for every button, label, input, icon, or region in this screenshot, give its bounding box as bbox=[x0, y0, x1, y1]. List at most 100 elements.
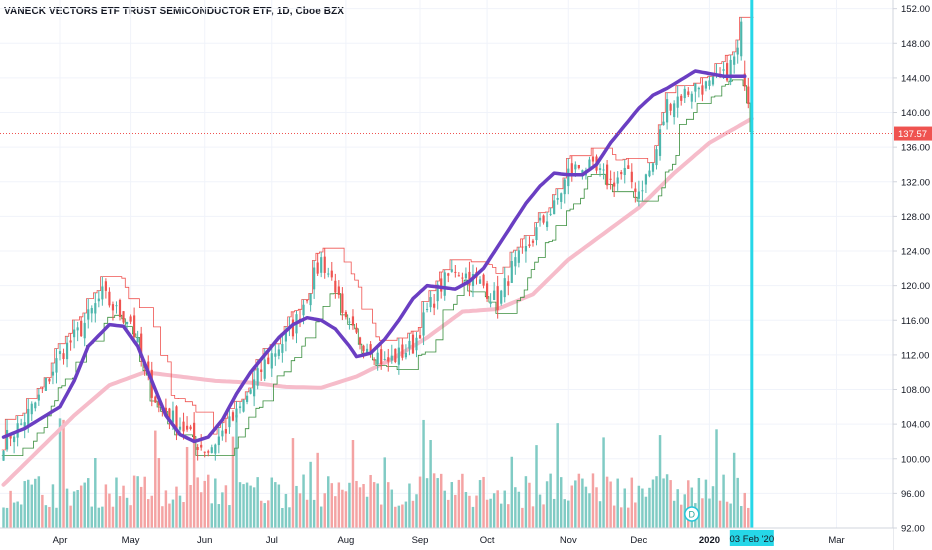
volume-bar bbox=[157, 458, 161, 528]
volume-bar bbox=[108, 493, 111, 528]
volume-bar bbox=[228, 505, 231, 528]
candle-body bbox=[327, 273, 330, 275]
candle-body bbox=[196, 447, 199, 450]
candle-body bbox=[531, 240, 535, 243]
volume-bar bbox=[570, 485, 574, 528]
candle-body bbox=[122, 311, 125, 323]
volume-bar bbox=[612, 505, 616, 528]
candle-body bbox=[101, 286, 104, 300]
volume-bar bbox=[337, 482, 341, 528]
candle-body bbox=[436, 284, 439, 302]
candle-body bbox=[411, 334, 415, 354]
volume-bar bbox=[256, 477, 259, 528]
volume-bar bbox=[648, 487, 651, 528]
volume-bar bbox=[591, 473, 595, 528]
candle-body bbox=[648, 170, 651, 177]
candle-body bbox=[454, 271, 457, 273]
volume-bar bbox=[65, 488, 69, 528]
volume-bar bbox=[609, 481, 612, 528]
volume-bar bbox=[556, 423, 559, 528]
candle-body bbox=[450, 269, 453, 272]
candle-body bbox=[140, 333, 143, 359]
volume-bar bbox=[404, 501, 408, 528]
candle-body bbox=[238, 406, 242, 408]
y-tick-label: 124.00 bbox=[901, 247, 930, 258]
volume-bar bbox=[259, 500, 263, 528]
candle-body bbox=[606, 164, 609, 186]
candle-body bbox=[623, 167, 626, 175]
volume-bar bbox=[19, 504, 23, 528]
candle-body bbox=[249, 389, 252, 394]
candle-body bbox=[168, 408, 171, 422]
candle-body bbox=[217, 436, 220, 446]
volume-bar bbox=[196, 477, 199, 528]
candle-body bbox=[270, 353, 273, 369]
chart-title: VANECK VECTORS ETF TRUST SEMICONDUCTOR E… bbox=[4, 6, 345, 17]
y-tick-label: 100.00 bbox=[901, 454, 930, 465]
volume-bar bbox=[485, 499, 489, 528]
candle-body bbox=[154, 396, 157, 403]
candle-body bbox=[5, 429, 9, 450]
candle-body bbox=[178, 426, 182, 430]
volume-bar bbox=[242, 484, 245, 528]
candle-body bbox=[2, 450, 5, 461]
candle-body bbox=[415, 337, 418, 351]
volume-bar bbox=[672, 500, 676, 528]
volume-bar bbox=[217, 504, 221, 528]
volume-bar bbox=[323, 493, 326, 528]
candle-body bbox=[171, 410, 175, 423]
candle-body bbox=[245, 395, 249, 402]
volume-bar bbox=[319, 506, 323, 528]
candle-body bbox=[500, 290, 503, 304]
x-tick-label: Apr bbox=[53, 535, 68, 546]
volume-bar bbox=[577, 473, 581, 528]
candle-body bbox=[182, 421, 185, 432]
volume-bar bbox=[79, 485, 83, 528]
volume-bar bbox=[245, 482, 249, 528]
candle-body bbox=[305, 300, 309, 302]
volume-bar bbox=[178, 495, 182, 528]
candle-body bbox=[207, 451, 210, 453]
candle-body bbox=[291, 319, 295, 337]
candle-body bbox=[242, 399, 245, 412]
volume-bar bbox=[697, 477, 701, 528]
candle-body bbox=[722, 69, 725, 71]
volume-bar bbox=[715, 429, 718, 528]
candle-body bbox=[203, 451, 206, 453]
volume-bar bbox=[203, 480, 206, 528]
candle-body bbox=[348, 321, 351, 323]
y-tick-label: 136.00 bbox=[901, 143, 930, 154]
volume-bar bbox=[616, 478, 619, 528]
candle-body bbox=[224, 429, 227, 434]
candle-body bbox=[570, 163, 573, 175]
candle-body bbox=[683, 88, 686, 99]
volume-bar bbox=[132, 475, 136, 528]
volume-bar bbox=[291, 438, 295, 528]
volume-bar bbox=[514, 487, 517, 528]
candle-body bbox=[538, 217, 542, 221]
candle-body bbox=[528, 244, 531, 247]
candle-body bbox=[620, 172, 623, 175]
candle-body bbox=[733, 56, 736, 65]
volume-bar bbox=[528, 482, 531, 528]
volume-bar bbox=[736, 477, 739, 528]
candle-body bbox=[334, 280, 337, 293]
volume-bar bbox=[542, 504, 545, 528]
x-tick-label: Aug bbox=[337, 535, 354, 546]
volume-bar bbox=[362, 484, 365, 528]
candle-body bbox=[662, 121, 665, 126]
volume-bar bbox=[312, 499, 316, 528]
candle-body bbox=[281, 343, 284, 353]
volume-bar bbox=[457, 479, 461, 528]
volume-bar bbox=[665, 474, 669, 528]
candle-body bbox=[330, 270, 333, 278]
candle-body bbox=[344, 311, 347, 318]
volume-bar bbox=[602, 437, 605, 528]
volume-bar bbox=[563, 499, 566, 528]
candle-body bbox=[20, 423, 23, 425]
volume-bar bbox=[355, 480, 358, 528]
volume-bar bbox=[408, 483, 411, 528]
volume-bar bbox=[581, 478, 584, 528]
volume-bar bbox=[136, 476, 139, 528]
